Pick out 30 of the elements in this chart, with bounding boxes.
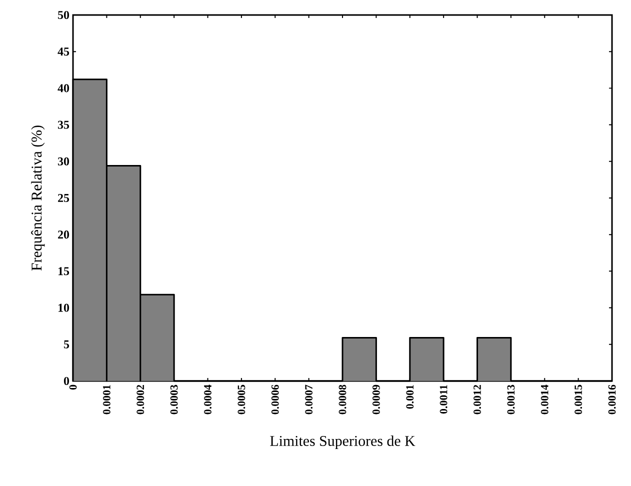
y-tick-label: 15: [58, 267, 70, 276]
x-tick-label: 0.0011: [440, 385, 448, 414]
x-axis-title: Limites Superiores de K: [270, 435, 416, 450]
x-tick-label: 0.0012: [474, 384, 481, 414]
x-tick-label: 0.0009: [372, 384, 380, 414]
x-tick-label: 0.0004: [204, 384, 212, 414]
y-tick-label: 20: [58, 230, 70, 239]
y-tick-label: 25: [58, 194, 70, 202]
x-tick-label: 0.001: [406, 385, 414, 409]
x-tick-label: 0.0014: [540, 384, 548, 414]
y-tick-label: 40: [58, 84, 70, 92]
x-tick-label: 0.0005: [238, 384, 246, 414]
x-tick-label: 0.0015: [574, 384, 582, 414]
y-tick-label: 50: [58, 10, 70, 20]
y-tick-label: 10: [58, 304, 70, 312]
y-tick-label: 45: [58, 48, 70, 56]
x-tick-label: 0.0003: [170, 384, 178, 414]
y-tick-label: 35: [58, 120, 70, 129]
x-tick-label: 0.0007: [305, 384, 313, 414]
y-axis-title: Frequência Relativa (%): [31, 126, 45, 271]
x-tick-label: 0: [69, 384, 77, 390]
x-tick-label: 0.0002: [136, 384, 144, 414]
x-tick-label: 0.0016: [608, 384, 616, 414]
x-tick-label: 0.0006: [271, 384, 279, 414]
x-tick-label: 0.0001: [102, 385, 110, 414]
x-tick-label: 0.0013: [507, 384, 515, 414]
y-tick-label: 0: [64, 376, 70, 386]
y-tick-label: 5: [64, 340, 70, 348]
y-tick-label: 30: [58, 157, 70, 166]
x-tick-label: 0.0008: [338, 384, 346, 414]
